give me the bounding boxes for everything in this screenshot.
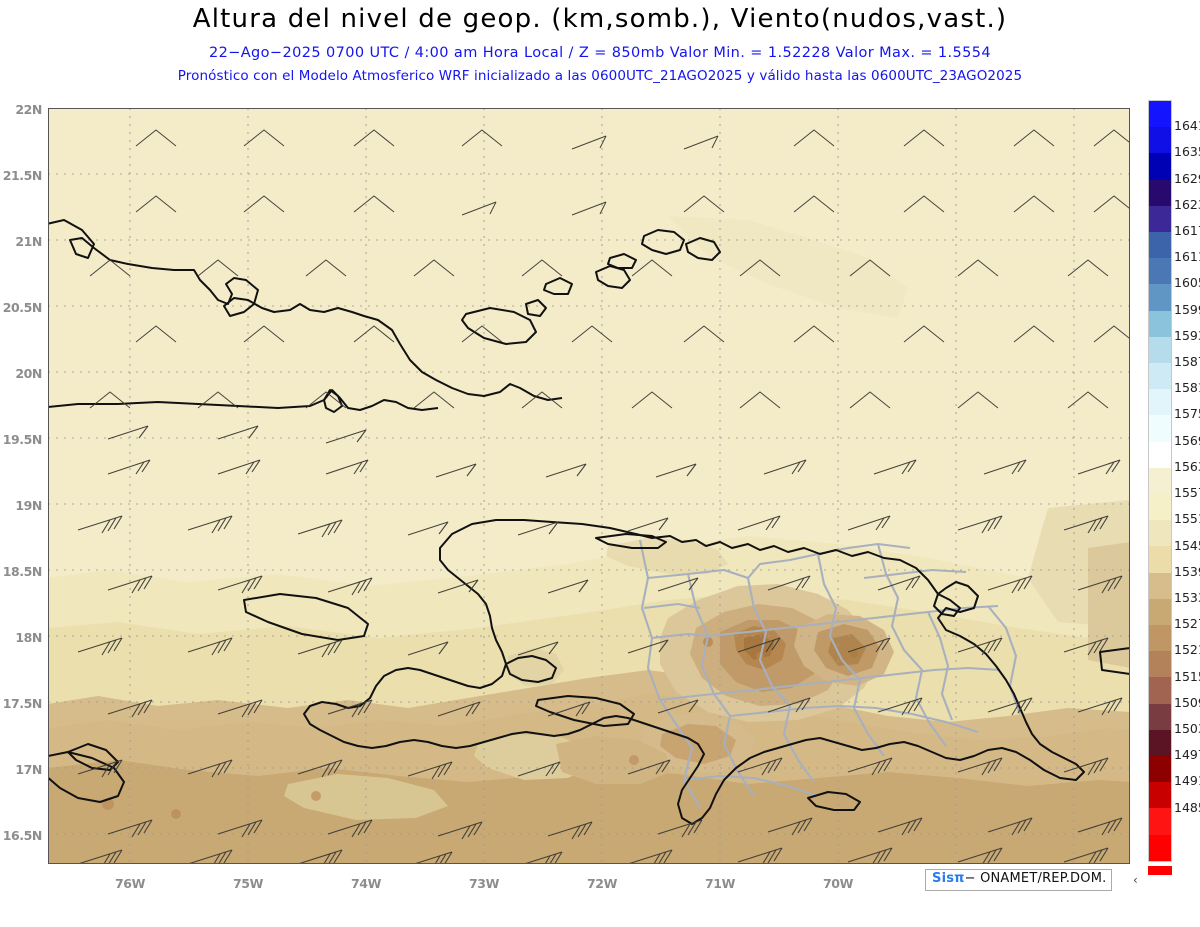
colorbar-tick-label: 1599 bbox=[1174, 301, 1200, 317]
colorbar-swatch bbox=[1149, 232, 1171, 259]
subtitle-model-info: Pronóstico con el Modelo Atmosferico WRF… bbox=[177, 68, 1023, 84]
colorbar-tick-label: 1617 bbox=[1174, 223, 1200, 239]
terrain-speck-4 bbox=[629, 755, 639, 765]
watermark-tick: ‹ bbox=[1133, 873, 1138, 887]
colorbar-swatch bbox=[1149, 153, 1171, 180]
colorbar-tick-label: 1485 bbox=[1174, 799, 1200, 815]
colorbar-swatch bbox=[1149, 494, 1171, 521]
colorbar-swatch bbox=[1149, 625, 1171, 652]
colorbar-tick-label: 1569 bbox=[1174, 432, 1200, 448]
y-axis-label-17N: 17N bbox=[15, 762, 42, 777]
colorbar-tick-label: 1497 bbox=[1174, 747, 1200, 763]
terrain-pico-duarte-core bbox=[744, 634, 774, 660]
agency-label: − ONAMET/REP.DOM. bbox=[964, 871, 1107, 886]
terrain-speck-3 bbox=[850, 650, 858, 658]
colorbar-tick-label: 1575 bbox=[1174, 406, 1200, 422]
colorbar-tick-label: 1605 bbox=[1174, 275, 1200, 291]
colorbar-swatch bbox=[1149, 703, 1171, 730]
colorbar-swatch bbox=[1149, 310, 1171, 337]
colorbar-tick-label: 1539 bbox=[1174, 563, 1200, 579]
colorbar-swatch bbox=[1149, 756, 1171, 783]
y-axis-label-19N: 19N bbox=[15, 498, 42, 513]
colorbar-swatch bbox=[1149, 336, 1171, 364]
colorbar-tick-label: 1623 bbox=[1174, 196, 1200, 212]
colorbar-tick-label: 1515 bbox=[1174, 668, 1200, 684]
colorbar-swatch bbox=[1149, 782, 1171, 809]
colorbar-swatch bbox=[1149, 258, 1171, 285]
colorbar-swatch bbox=[1149, 546, 1171, 573]
colorbar-swatch bbox=[1149, 389, 1171, 416]
x-axis-label-76W: 76W bbox=[115, 876, 145, 891]
terrain-speck-5 bbox=[311, 791, 321, 801]
colorbar-tick-label: 1563 bbox=[1174, 458, 1200, 474]
y-axis-label-16.5N: 16.5N bbox=[2, 828, 43, 843]
title-block: Altura del nivel de geop. (km,somb.), Vi… bbox=[0, 0, 1200, 95]
colorbar-tick-label: 1593 bbox=[1174, 327, 1200, 343]
colorbar-swatch bbox=[1149, 101, 1171, 128]
y-axis-label-21N: 21N bbox=[15, 234, 42, 249]
colorbar-tick-label: 1545 bbox=[1174, 537, 1200, 553]
terrain-speck-7 bbox=[171, 809, 181, 819]
coastlines bbox=[48, 219, 1130, 825]
subtitle-forecast-time: 22−Ago−2025 0700 UTC / 4:00 am Hora Loca… bbox=[208, 45, 992, 61]
y-axis-label-18.5N: 18.5N bbox=[2, 564, 43, 579]
colorbar-swatch bbox=[1149, 598, 1171, 626]
colorbar-tick-label: 1509 bbox=[1174, 694, 1200, 710]
colorbar-swatch bbox=[1149, 572, 1171, 599]
terrain-cordillera-oriental-peak bbox=[828, 634, 866, 666]
colorbar-tick-label: 1635 bbox=[1174, 144, 1200, 160]
colorbar-tick-label: 1587 bbox=[1174, 354, 1200, 370]
x-axis-label-74W: 74W bbox=[351, 876, 381, 891]
map-canvas bbox=[48, 108, 1130, 864]
colorbar-swatch bbox=[1149, 205, 1171, 233]
colorbar-tick-label: 1527 bbox=[1174, 616, 1200, 632]
colorbar-swatch bbox=[1149, 834, 1171, 861]
source-watermark: Sisπ− ONAMET/REP.DOM. bbox=[925, 869, 1113, 891]
colorbar-swatch bbox=[1149, 179, 1171, 206]
x-axis-label-73W: 73W bbox=[469, 876, 499, 891]
colorbar-swatch bbox=[1149, 651, 1171, 678]
colorbar-swatch bbox=[1149, 729, 1171, 757]
y-axis-label-18N: 18N bbox=[15, 630, 42, 645]
y-axis-label-20N: 20N bbox=[15, 366, 42, 381]
colorbar-swatch bbox=[1149, 467, 1171, 495]
shading-top-right-patch bbox=[668, 216, 908, 318]
y-axis-label-17.5N: 17.5N bbox=[2, 696, 43, 711]
x-axis-label-75W: 75W bbox=[233, 876, 263, 891]
y-axis-label-20.5N: 20.5N bbox=[2, 300, 43, 315]
colorbar[interactable] bbox=[1148, 100, 1172, 862]
y-axis-label-21.5N: 21.5N bbox=[2, 168, 43, 183]
y-axis-label-19.5N: 19.5N bbox=[2, 432, 43, 447]
colorbar-swatch bbox=[1149, 520, 1171, 547]
colorbar-swatch bbox=[1149, 441, 1171, 468]
colorbar-tick-label: 1557 bbox=[1174, 485, 1200, 501]
colorbar-tick-label: 1533 bbox=[1174, 589, 1200, 605]
colorbar-swatch bbox=[1149, 363, 1171, 390]
colorbar-swatch bbox=[1149, 415, 1171, 442]
x-axis-label-70W: 70W bbox=[823, 876, 853, 891]
map-plot-area[interactable] bbox=[48, 108, 1130, 864]
colorbar-tick-label: 1629 bbox=[1174, 170, 1200, 186]
colorbar-swatch bbox=[1149, 808, 1171, 835]
colorbar-swatch bbox=[1149, 284, 1171, 311]
colorbar-swatch bbox=[1149, 677, 1171, 704]
colorbar-tick-label: 1503 bbox=[1174, 720, 1200, 736]
x-axis-label-72W: 72W bbox=[587, 876, 617, 891]
x-axis-label-71W: 71W bbox=[705, 876, 735, 891]
colorbar-extend-bottom bbox=[1148, 866, 1172, 875]
page-title: Altura del nivel de geop. (km,somb.), Vi… bbox=[192, 4, 1008, 34]
brand-label: Sisπ bbox=[932, 871, 965, 886]
colorbar-swatch bbox=[1149, 127, 1171, 154]
terrain-haiti-sud-core bbox=[556, 736, 670, 784]
y-axis-label-22N: 22N bbox=[15, 102, 42, 117]
